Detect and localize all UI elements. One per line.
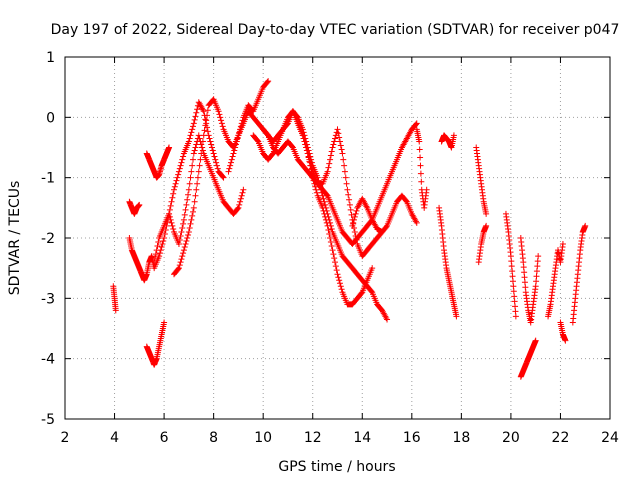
y-tick-label: -4 [41,352,55,368]
series-arc-k [294,120,420,260]
series-arc-n [436,204,460,320]
series-arc-h [225,108,376,308]
data-point-markers [294,120,420,260]
series-arc-r [502,210,519,320]
data-point-markers [473,144,490,217]
x-tick-label: 18 [452,430,470,446]
series-arc-s [517,337,539,380]
x-tick-label: 2 [61,430,70,446]
series-arc-q [475,222,490,266]
data-point-markers [517,337,539,380]
data-point-markers [413,126,430,211]
data-point-markers [225,108,376,308]
x-tick-label: 20 [502,430,520,446]
data-point-markers [126,99,227,284]
data-point-markers [436,204,460,320]
series-arc-u [545,241,566,320]
series-arc-v [557,319,569,344]
y-tick-label: 1 [46,50,55,66]
data-point-markers [143,144,173,181]
y-axis-label: SDTVAR / TECUs [7,181,23,296]
data-point-markers [143,319,168,368]
x-tick-label: 8 [209,430,218,446]
series-arc-w [569,222,589,326]
data-point-markers [502,210,519,320]
x-axis-label: GPS time / hours [278,459,395,475]
x-tick-label: 16 [403,430,421,446]
y-tick-label: -2 [41,231,55,247]
x-tick-label: 22 [552,430,570,446]
series-arc-a [110,283,119,314]
data-point-markers [438,132,457,151]
series-arc-m [413,126,430,211]
data-point-markers [517,235,542,326]
plot-frame [64,56,611,420]
x-tick-label: 24 [601,430,619,446]
series-arc-b [126,99,227,284]
x-tick-label: 14 [353,430,371,446]
series-arc-p [473,144,490,217]
y-tick-label: -5 [41,412,55,428]
data-point-markers [126,198,143,217]
axis-ticks: 2 4 6 8 10 12 14 16 18 20 22 24-5-4-3-2-101 [41,50,619,446]
y-tick-label: -1 [41,171,55,187]
data-point-markers [475,222,490,266]
x-tick-label: 10 [254,430,272,446]
data-point-markers [349,195,386,235]
series-arc-c [126,198,143,217]
y-tick-label: -3 [41,291,55,307]
x-tick-label: 12 [304,430,322,446]
series-arc-o [438,132,457,151]
x-tick-label: 6 [160,430,169,446]
data-point-markers [569,222,589,326]
series-arc-d [143,144,173,181]
x-tick-label: 4 [110,430,119,446]
series-arc-t [517,235,542,326]
data-points [110,78,589,380]
series-arc-e [143,319,168,368]
chart-title: Day 197 of 2022, Sidereal Day-to-day VTE… [51,22,620,38]
y-tick-label: 0 [46,110,55,126]
series-arc-l [349,195,386,235]
data-point-markers [557,319,569,344]
data-point-markers [110,283,119,314]
data-point-markers [545,241,566,320]
